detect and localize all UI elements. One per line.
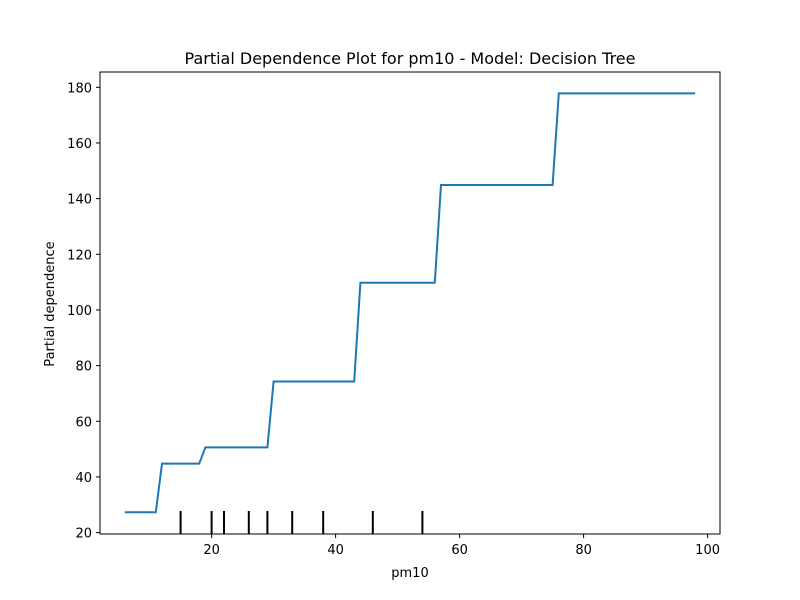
y-axis: 20 40 60 80 100 120 140 160 180 (67, 81, 100, 542)
y-tick-label-140: 140 (67, 193, 92, 208)
y-axis-label: Partial dependence (43, 241, 58, 366)
pd-line-series-0 (124, 92, 696, 514)
y-tick-label-20: 20 (75, 527, 92, 542)
y-tick-label-60: 60 (75, 415, 92, 430)
y-tick-label-160: 160 (67, 137, 92, 152)
x-tick-label-100: 100 (695, 543, 720, 558)
y-tick-label-80: 80 (75, 360, 92, 375)
chart-title: Partial Dependence Plot for pm10 - Model… (185, 49, 636, 68)
plot-area (124, 92, 696, 534)
y-tick-label-100: 100 (67, 304, 92, 319)
y-tick-label-120: 120 (67, 248, 92, 263)
axes-frame (99, 71, 721, 535)
y-tick-label-40: 40 (75, 471, 92, 486)
x-tick-label-80: 80 (575, 543, 592, 558)
x-axis-label: pm10 (391, 566, 428, 581)
x-axis: 20 40 60 80 100 (203, 534, 720, 558)
x-tick-label-40: 40 (327, 543, 344, 558)
y-tick-label-180: 180 (67, 81, 92, 96)
x-tick-label-60: 60 (451, 543, 468, 558)
x-tick-label-20: 20 (203, 543, 220, 558)
